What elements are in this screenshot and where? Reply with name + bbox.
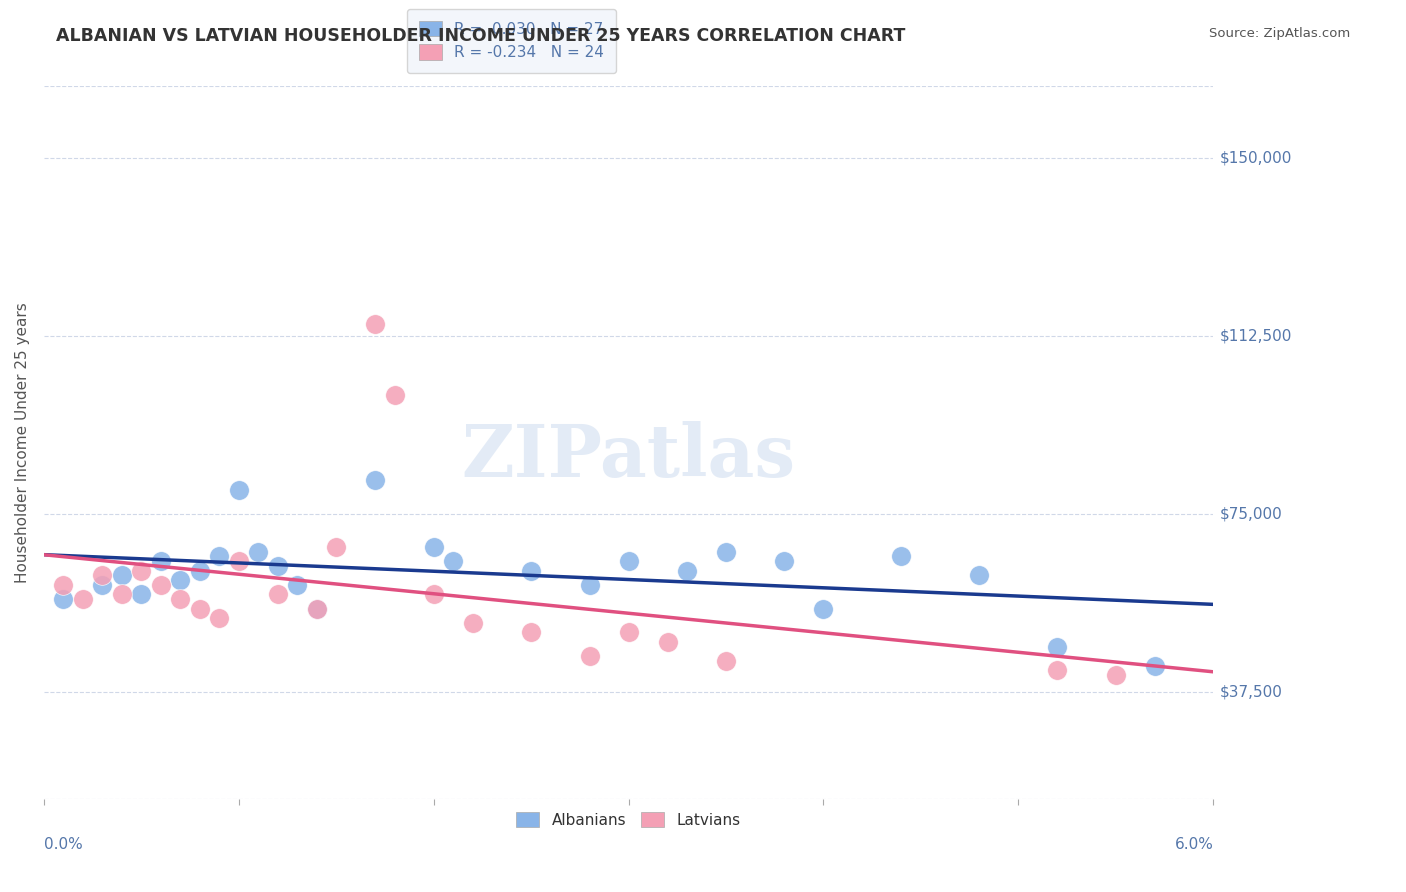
Point bbox=[461, 615, 484, 630]
Point bbox=[149, 554, 172, 568]
Point bbox=[111, 568, 134, 582]
Point bbox=[267, 558, 290, 573]
Point bbox=[441, 554, 464, 568]
Point bbox=[364, 474, 387, 488]
Text: ALBANIAN VS LATVIAN HOUSEHOLDER INCOME UNDER 25 YEARS CORRELATION CHART: ALBANIAN VS LATVIAN HOUSEHOLDER INCOME U… bbox=[56, 27, 905, 45]
Point bbox=[578, 649, 600, 664]
Point bbox=[267, 587, 290, 601]
Point bbox=[1105, 668, 1128, 682]
Point bbox=[520, 564, 543, 578]
Point bbox=[364, 317, 387, 331]
Point bbox=[208, 611, 231, 625]
Point bbox=[111, 587, 134, 601]
Point bbox=[617, 554, 640, 568]
Y-axis label: Householder Income Under 25 years: Householder Income Under 25 years bbox=[15, 302, 30, 582]
Point bbox=[72, 592, 94, 607]
Point bbox=[1046, 640, 1069, 654]
Point bbox=[52, 578, 75, 592]
Point bbox=[384, 388, 406, 402]
Point bbox=[305, 601, 328, 615]
Point bbox=[247, 544, 270, 558]
Point bbox=[188, 601, 211, 615]
Point bbox=[91, 578, 114, 592]
Text: 6.0%: 6.0% bbox=[1174, 837, 1213, 852]
Text: $150,000: $150,000 bbox=[1220, 150, 1292, 165]
Point bbox=[773, 554, 796, 568]
Point bbox=[969, 568, 991, 582]
Point bbox=[676, 564, 699, 578]
Point bbox=[52, 592, 75, 607]
Text: Source: ZipAtlas.com: Source: ZipAtlas.com bbox=[1209, 27, 1350, 40]
Point bbox=[228, 483, 250, 497]
Point bbox=[578, 578, 600, 592]
Point bbox=[149, 578, 172, 592]
Point bbox=[131, 564, 153, 578]
Point bbox=[714, 544, 737, 558]
Point bbox=[422, 540, 444, 554]
Text: $112,500: $112,500 bbox=[1220, 328, 1292, 343]
Point bbox=[188, 564, 211, 578]
Point bbox=[617, 625, 640, 640]
Point bbox=[422, 587, 444, 601]
Point bbox=[305, 601, 328, 615]
Point bbox=[813, 601, 835, 615]
Point bbox=[131, 587, 153, 601]
Point bbox=[657, 635, 679, 649]
Point bbox=[91, 568, 114, 582]
Point bbox=[520, 625, 543, 640]
Text: $75,000: $75,000 bbox=[1220, 506, 1282, 521]
Text: $37,500: $37,500 bbox=[1220, 684, 1284, 699]
Text: 0.0%: 0.0% bbox=[44, 837, 83, 852]
Legend: Albanians, Latvians: Albanians, Latvians bbox=[510, 805, 747, 834]
Point bbox=[1143, 658, 1166, 673]
Point bbox=[228, 554, 250, 568]
Point bbox=[208, 549, 231, 564]
Point bbox=[890, 549, 912, 564]
Point bbox=[325, 540, 347, 554]
Point bbox=[169, 573, 191, 587]
Point bbox=[714, 654, 737, 668]
Point bbox=[169, 592, 191, 607]
Point bbox=[285, 578, 308, 592]
Text: ZIPatlas: ZIPatlas bbox=[461, 421, 796, 492]
Point bbox=[1046, 664, 1069, 678]
